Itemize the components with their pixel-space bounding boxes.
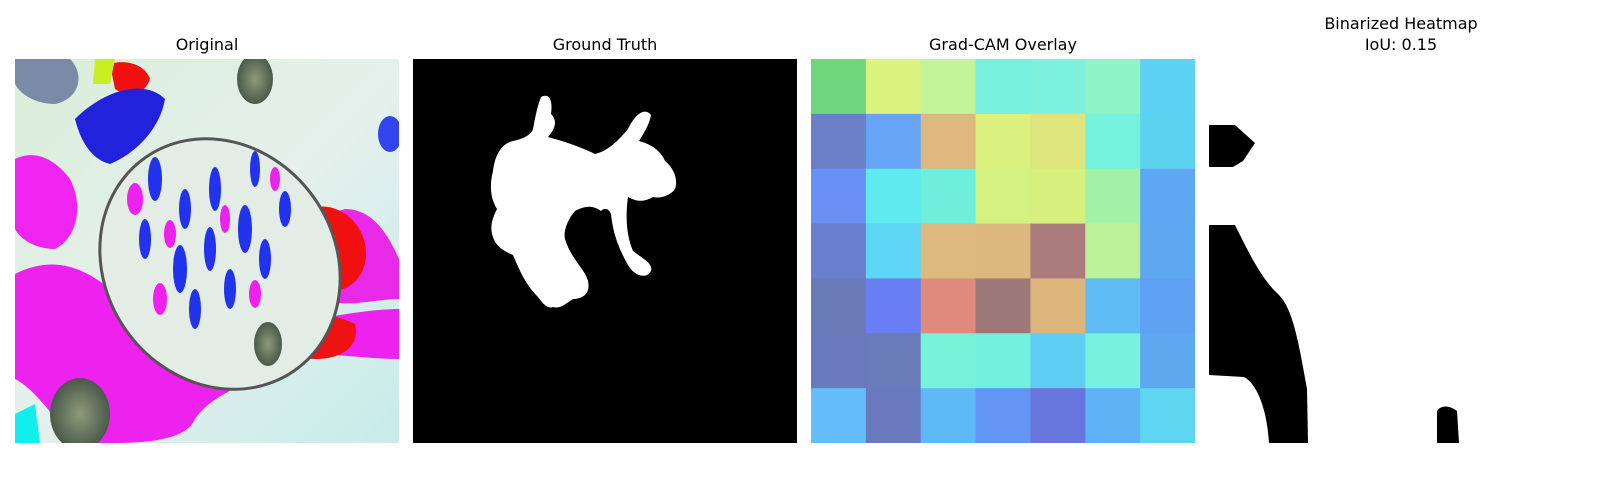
binarized-heatmap (1209, 59, 1593, 443)
heatmap-cell-0-6 (1140, 59, 1195, 115)
heatmap-cell-5-2 (920, 333, 977, 389)
heatmap-cell-3-4 (1030, 223, 1086, 280)
mask-foreground (490, 95, 677, 308)
blob (254, 322, 282, 366)
leaf-magenta-spots (127, 167, 280, 315)
gradcam-overlay (811, 59, 1195, 443)
ground-truth-title: Ground Truth (552, 35, 658, 54)
heatmap-cell-0-5 (1085, 59, 1141, 115)
ground-truth-mask (413, 59, 797, 443)
gray-region (15, 59, 79, 104)
original-image (15, 59, 399, 443)
heatmap-cell-2-5 (1085, 168, 1141, 225)
binary-region-top-left (1209, 125, 1255, 167)
heatmap-cell-5-3 (975, 333, 1032, 389)
heatmap-cell-3-5 (1085, 223, 1141, 280)
mask-background (413, 59, 797, 443)
heatmap-cell-1-5 (1085, 113, 1141, 170)
original-title: Original (175, 35, 239, 54)
ground-truth-svg (413, 59, 797, 443)
blue-region (75, 88, 165, 164)
heatmap-cell-4-3 (975, 278, 1032, 334)
heatmap-cell-5-1 (865, 333, 922, 389)
heatmap-cell-4-6 (1140, 278, 1195, 334)
heatmap-cell-4-1 (865, 278, 922, 334)
heatmap-cell-1-0 (811, 113, 867, 170)
heatmap-cell-2-6 (1140, 168, 1195, 225)
heatmap-cell-2-0 (811, 168, 867, 225)
heatmap-cell-0-4 (1030, 59, 1086, 115)
heatmap-cell-5-5 (1085, 333, 1141, 389)
gradcam-overlay-svg (811, 59, 1195, 443)
heatmap-cell-3-2 (920, 223, 977, 280)
heatmap-cell-1-2 (920, 113, 977, 170)
heatmap-cell-4-4 (1030, 278, 1086, 334)
magenta-region (15, 155, 78, 249)
heatmap-cell-6-6 (1140, 388, 1195, 443)
blob (237, 59, 273, 104)
heatmap-cell-1-6 (1140, 113, 1195, 170)
original-image-svg (15, 59, 399, 443)
heatmap-cell-3-3 (975, 223, 1032, 280)
heatmap-cell-0-0 (811, 59, 867, 115)
heatmap-cell-1-4 (1030, 113, 1086, 170)
heatmap-cell-5-6 (1140, 333, 1195, 389)
heatmap-cell-0-3 (975, 59, 1032, 115)
heatmap-cell-6-3 (975, 388, 1032, 443)
heatmap-cell-6-4 (1030, 388, 1086, 443)
magenta-region (15, 264, 399, 443)
binary-region-bottom (1437, 406, 1459, 443)
heatmap-cell-3-1 (865, 223, 922, 280)
heatmap-cell-6-5 (1085, 388, 1141, 443)
heatmap-cell-3-6 (1140, 223, 1195, 280)
heatmap-cell-1-1 (865, 113, 922, 170)
leaf-veins (139, 151, 291, 329)
heatmap-cell-2-4 (1030, 168, 1086, 225)
heatmap-cell-2-3 (975, 168, 1032, 225)
yellow-region (93, 59, 115, 84)
heatmap-cell-4-0 (811, 278, 867, 334)
heatmap-cell-2-2 (920, 168, 977, 225)
cyan-region (15, 404, 40, 443)
binarized-heatmap-svg (1209, 59, 1593, 443)
heatmap-cell-5-0 (811, 333, 867, 389)
heatmap-cell-4-5 (1085, 278, 1141, 334)
heatmap-cell-4-2 (920, 278, 977, 334)
heatmap-cell-5-4 (1030, 333, 1086, 389)
gradcam-overlay-title: Grad-CAM Overlay (929, 35, 1077, 54)
binary-region-left (1209, 225, 1308, 443)
heatmap-cell-2-1 (865, 168, 922, 225)
blob (50, 378, 110, 443)
binarized-heatmap-title-line: Binarized Heatmap (1324, 14, 1478, 33)
iou-label: IoU: 0.15 (1364, 35, 1438, 54)
heatmap-cell-6-2 (920, 388, 977, 443)
heatmap-cell-0-2 (920, 59, 977, 115)
heatmap-cell-0-1 (865, 59, 922, 115)
blob (378, 116, 399, 152)
heatmap-cell-6-1 (865, 388, 922, 443)
heatmap-cell-3-0 (811, 223, 867, 280)
red-region (110, 62, 150, 95)
binarized-heatmap-title: Binarized Heatmap IoU: 0.15 (1209, 13, 1593, 55)
heatmap-cell-1-3 (975, 113, 1032, 170)
heatmap-cell-6-0 (811, 388, 867, 443)
